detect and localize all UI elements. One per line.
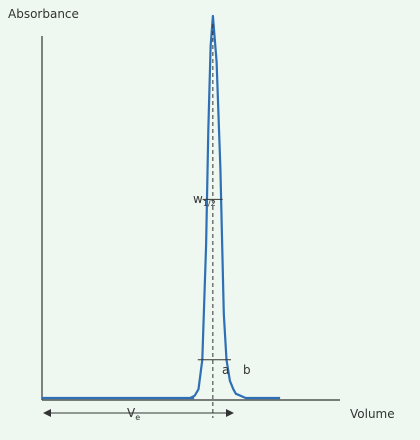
- y-axis-label: Absorbance: [8, 7, 79, 21]
- a-label: a: [222, 363, 229, 377]
- b-label: b: [243, 363, 251, 377]
- w-half-label: w1/2: [193, 192, 216, 208]
- peak-annotations: [197, 24, 231, 418]
- x-axis-label: Volume: [350, 407, 395, 421]
- absorbance-curve: [42, 14, 281, 400]
- ve-label: Ve: [127, 406, 140, 422]
